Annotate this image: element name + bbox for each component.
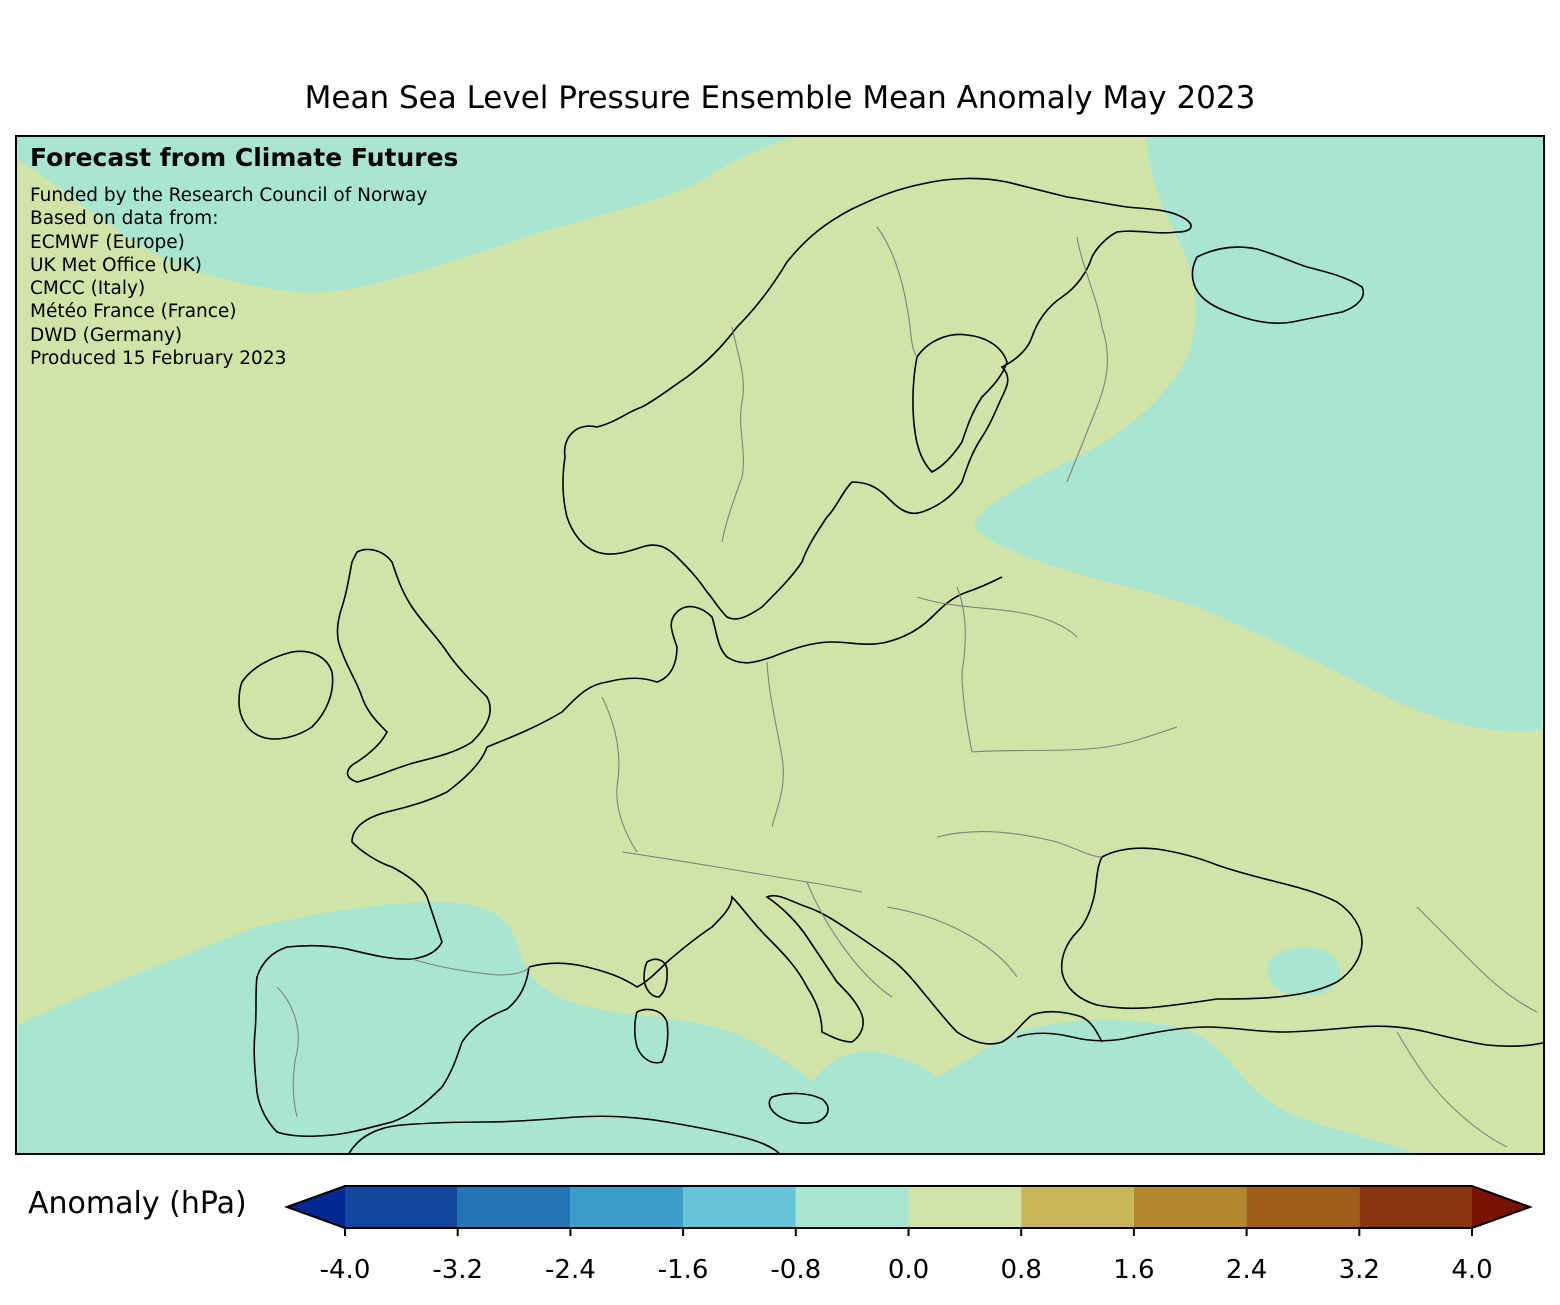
info-line: ECMWF (Europe)	[30, 231, 185, 253]
info-line: Based on data from:	[30, 208, 219, 230]
info-line: DWD (Germany)	[30, 324, 183, 346]
colorbar-bin	[1133, 1186, 1247, 1228]
colorbar-bin	[345, 1186, 458, 1228]
colorbar-bin	[1246, 1186, 1360, 1228]
colorbar-bin	[683, 1186, 796, 1228]
border-norway-sweden	[721, 326, 744, 543]
info-line: UK Met Office (UK)	[30, 254, 203, 276]
coastlines	[238, 177, 1543, 1153]
coastline-turkey	[1016, 1025, 1543, 1048]
colorbar-tick-label: 1.6	[1113, 1255, 1155, 1285]
coastline-finland	[912, 333, 1008, 473]
colorbar-tick-label: -1.6	[657, 1255, 709, 1285]
map-title: Mean Sea Level Pressure Ensemble Mean An…	[304, 80, 1256, 116]
border-belarus-ukraine	[971, 726, 1178, 753]
border-france-germany	[601, 696, 638, 853]
coastline-continent-west	[253, 746, 530, 1138]
border-alps	[621, 851, 863, 893]
colorbar-tick-label: 0.0	[887, 1255, 930, 1285]
map-panel	[15, 135, 1545, 1155]
colorbar-bin	[457, 1186, 571, 1228]
colorbar-bin	[1021, 1186, 1134, 1228]
info-line: CMCC (Italy)	[30, 278, 146, 300]
colorbar-tick-label: 3.2	[1338, 1255, 1380, 1285]
info-heading: Forecast from Climate Futures	[30, 143, 459, 172]
border-baltic-states	[916, 596, 1078, 638]
border-poland-belarus	[956, 586, 973, 753]
country-borders	[276, 226, 1538, 1148]
coastline-ireland	[238, 650, 334, 740]
coastline-sardinia	[633, 1008, 669, 1064]
coastline-black-sea	[1060, 847, 1363, 1010]
colorbar-extend-low	[287, 1186, 345, 1228]
colorbar-bin	[795, 1186, 909, 1228]
border-turkey-east	[1396, 1031, 1508, 1148]
colorbar-tick-label: 2.4	[1225, 1255, 1268, 1285]
info-lines: Funded by the Research Council of Norway…	[30, 184, 458, 370]
colorbar-bin	[908, 1186, 1022, 1228]
info-line: Produced 15 February 2023	[30, 348, 287, 370]
coastline-scandinavia	[562, 177, 1192, 620]
colorbar-extend-high	[1472, 1186, 1530, 1228]
coastline-uk	[336, 548, 491, 783]
anomaly-map	[17, 137, 1543, 1153]
coastline-kola-russia	[1191, 246, 1364, 324]
coastline-corsica	[643, 958, 668, 998]
coastline-med-north	[528, 894, 1103, 1045]
colorbar-tick-label: -2.4	[545, 1255, 596, 1285]
border-sweden-finland	[876, 226, 918, 358]
info-line: Funded by the Research Council of Norway	[30, 185, 428, 206]
colorbar-tick-label: 4.0	[1451, 1255, 1493, 1285]
anomaly-region-northeast	[974, 137, 1543, 732]
info-line: Météo France (France)	[30, 301, 237, 323]
border-france-spain	[411, 958, 530, 976]
border-caucasus	[1416, 906, 1538, 1013]
colorbar-tick-label: -4.0	[319, 1255, 371, 1285]
colorbar-tick-label: 0.8	[1000, 1255, 1042, 1285]
border-balkans-b	[886, 906, 1018, 978]
coastline-continent-north	[486, 576, 1003, 748]
colorbar-bin	[570, 1186, 684, 1228]
info-box: Forecast from Climate Futures Funded by …	[30, 143, 458, 370]
border-balkans-a	[806, 881, 893, 998]
colorbar-bin	[1359, 1186, 1472, 1228]
colorbar-label: Anomaly (hPa)	[28, 1186, 247, 1221]
coastline-sicily	[768, 1092, 829, 1124]
anomaly-region-black-sea-spot	[1267, 947, 1341, 997]
colorbar-outline	[284, 1185, 1533, 1229]
border-ukraine-romania	[936, 831, 1103, 858]
negative-anomaly-regions	[17, 137, 1543, 1153]
coastline-north-africa	[348, 1115, 780, 1153]
colorbar-tick-label: -3.2	[432, 1255, 484, 1285]
anomaly-region-southwest-med	[17, 902, 1416, 1153]
border-spain-portugal	[276, 986, 299, 1118]
colorbar-tick-label: -0.8	[770, 1255, 822, 1285]
border-finland-russia	[1066, 236, 1108, 483]
border-germany-poland	[766, 661, 784, 828]
anomaly-region-arctic-northwest	[17, 137, 797, 293]
